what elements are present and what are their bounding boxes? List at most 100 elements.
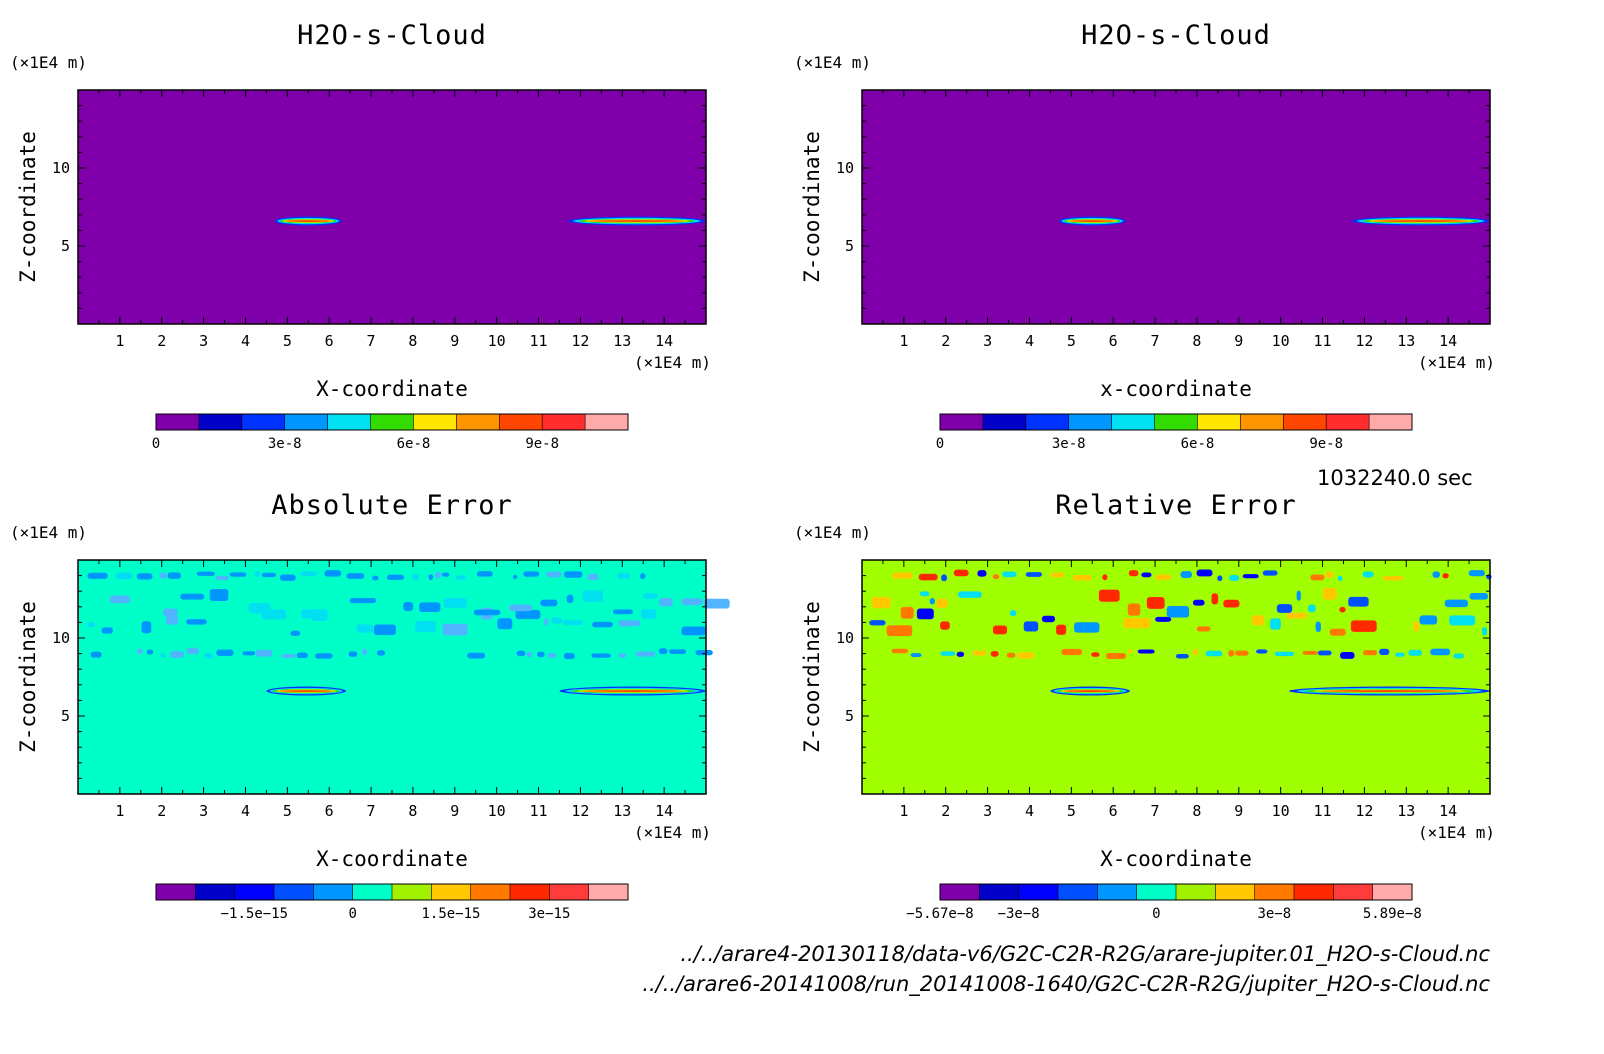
heatmap-cell <box>1350 620 1377 632</box>
heatmap-cell <box>1128 649 1133 654</box>
x-tick-label: 7 <box>367 332 376 350</box>
colorbar <box>939 883 1413 901</box>
heatmap-cell <box>386 574 405 580</box>
x-tick-label: 12 <box>1355 332 1373 350</box>
heatmap-cell <box>1235 650 1249 656</box>
colorbar-swatch <box>1294 884 1334 900</box>
source-file-1: ../../arare4-20130118/data-v6/G2C-C2R-R2… <box>680 942 1490 966</box>
x-tick-label: 2 <box>157 802 166 820</box>
colorbar-swatch <box>1254 884 1295 900</box>
y-tick-label: 10 <box>52 629 70 647</box>
heatmap-cell <box>1105 653 1127 659</box>
heatmap-cell <box>1317 650 1332 656</box>
x-unit-label: (×1E4 m) <box>634 353 712 372</box>
heatmap-cell <box>101 627 113 634</box>
colorbar-swatch <box>413 414 457 430</box>
colorbar-tick-label: 6e-8 <box>397 436 431 452</box>
colorbar-swatch <box>1240 414 1284 430</box>
heatmap-cell <box>1315 621 1321 632</box>
heatmap-cell <box>301 609 328 619</box>
heatmap-cell <box>1074 622 1100 633</box>
cloud-feature <box>274 216 342 226</box>
heatmap-cell <box>261 572 277 578</box>
x-tick-label: 8 <box>408 802 417 820</box>
heatmap-cell <box>1469 593 1488 600</box>
heatmap-cell <box>1262 570 1278 576</box>
heatmap-cell <box>1256 649 1268 654</box>
y-tick-label: 10 <box>836 629 854 647</box>
heatmap-cell <box>591 653 611 658</box>
colorbar-swatch <box>1369 414 1413 430</box>
heatmap-cell <box>1223 599 1240 608</box>
heatmap-cell <box>1329 628 1346 636</box>
heatmap-cell <box>958 591 982 598</box>
colorbar-swatch <box>542 414 586 430</box>
heatmap-cell <box>1379 648 1390 655</box>
heatmap-cell <box>536 651 545 658</box>
heatmap-cell <box>1339 606 1346 613</box>
heatmap-cell <box>659 597 673 607</box>
heatmap-cell <box>1442 573 1449 579</box>
heatmap-cell <box>1217 575 1223 582</box>
colorbar-tick-label: 3e−15 <box>528 906 570 922</box>
x-unit-label: (×1E4 m) <box>1418 823 1496 842</box>
heatmap-cell <box>1229 575 1240 581</box>
heatmap-cell <box>1123 618 1151 629</box>
heatmap-cell <box>1432 571 1440 578</box>
chart-title: Absolute Error <box>271 490 513 521</box>
colorbar-swatch <box>1025 414 1070 430</box>
colorbar-tick-label: 3e−8 <box>1257 906 1291 922</box>
colorbar-tick-label: 0 <box>1152 906 1160 922</box>
heatmap-cell <box>1251 615 1265 626</box>
heatmap-cell <box>618 653 627 658</box>
heatmap-cell <box>1325 571 1334 579</box>
heatmap-cell <box>1337 575 1343 582</box>
colorbar-swatch <box>1111 414 1156 430</box>
colorbar-swatch <box>510 884 550 900</box>
colorbar-tick-label: −5.67e−8 <box>906 906 973 922</box>
heatmap-cell <box>442 623 468 636</box>
heatmap-cell <box>918 573 938 581</box>
heatmap-cell <box>546 571 562 578</box>
colorbar-swatch <box>1283 414 1327 430</box>
heatmap-cell <box>1419 615 1438 625</box>
colorbar-swatch <box>1136 884 1177 900</box>
heatmap-cell <box>1310 574 1325 581</box>
heatmap-cell <box>1141 572 1152 578</box>
colorbar-swatch <box>470 884 511 900</box>
colorbar-swatch <box>1097 884 1138 900</box>
x-tick-label: 6 <box>1109 332 1118 350</box>
heatmap-cell <box>216 649 234 656</box>
heatmap-cell <box>616 572 630 579</box>
x-tick-label: 9 <box>450 332 459 350</box>
heatmap-cell <box>1413 621 1420 632</box>
heatmap-cell <box>1205 650 1223 657</box>
heatmap-cell <box>1009 610 1017 617</box>
heatmap-cell <box>229 572 247 577</box>
x-tick-label: 14 <box>1439 332 1457 350</box>
colorbar-swatch <box>352 884 393 900</box>
colorbar-swatch <box>1372 884 1413 900</box>
x-tick-label: 7 <box>1151 802 1160 820</box>
heatmap-cell <box>892 572 913 579</box>
heatmap-cell <box>1486 574 1492 580</box>
heatmap-cell <box>163 608 178 617</box>
x-tick-label: 5 <box>1067 332 1076 350</box>
heatmap-cell <box>362 648 368 656</box>
heatmap-cell <box>467 652 486 659</box>
heatmap-cell <box>167 572 181 579</box>
heatmap-background <box>862 90 1490 324</box>
heatmap-cell <box>871 596 891 609</box>
heatmap-cell <box>1050 572 1065 578</box>
heatmap-cell <box>1444 599 1468 608</box>
colorbar-tick-label: 3e-8 <box>268 436 302 452</box>
heatmap-cell <box>681 598 703 606</box>
cloud-feature <box>1050 686 1130 696</box>
x-axis-label: x-coordinate <box>1100 377 1252 401</box>
heatmap-cell <box>373 624 396 636</box>
heatmap-cell <box>196 571 215 576</box>
heatmap-cell <box>523 571 540 577</box>
cloud-feature <box>1351 216 1491 226</box>
